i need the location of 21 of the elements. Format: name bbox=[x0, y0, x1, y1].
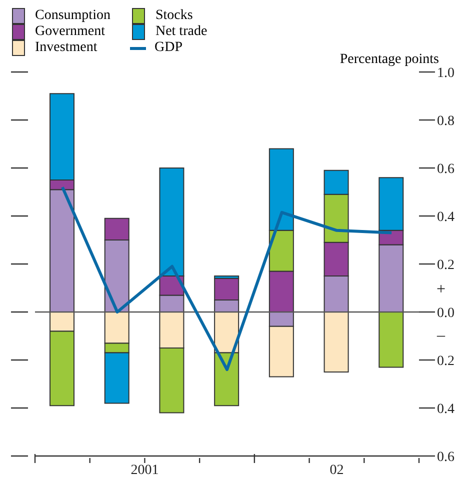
y-tick-label: 0.2 bbox=[437, 354, 454, 369]
y-tick-label: 0.4 bbox=[437, 402, 454, 417]
text: + bbox=[436, 281, 446, 298]
y-tick-label: 1.0 bbox=[437, 66, 454, 81]
y-tick-label: 0.8 bbox=[437, 114, 454, 129]
y-tick-label: 0.0 bbox=[437, 306, 454, 321]
legend-label: GDP bbox=[154, 40, 182, 56]
text: 02 bbox=[330, 463, 344, 478]
y-tick-label: 0.6 bbox=[437, 162, 454, 177]
y-tick-label: 0.6 bbox=[437, 450, 454, 465]
legend-label: Consumption bbox=[35, 8, 110, 24]
y-axis-title: Percentage points bbox=[340, 52, 439, 68]
line-series bbox=[60, 186, 394, 372]
legend-label: Government bbox=[35, 24, 105, 40]
y-tick-label: 0.2 bbox=[437, 258, 454, 273]
legend-label: Stocks bbox=[155, 8, 193, 24]
legend-label: Investment bbox=[35, 40, 98, 56]
y-tick-label: 0.4 bbox=[437, 210, 454, 225]
text: 2001 bbox=[130, 463, 159, 478]
legend-label: Net trade bbox=[155, 24, 208, 40]
text: – bbox=[436, 327, 446, 344]
